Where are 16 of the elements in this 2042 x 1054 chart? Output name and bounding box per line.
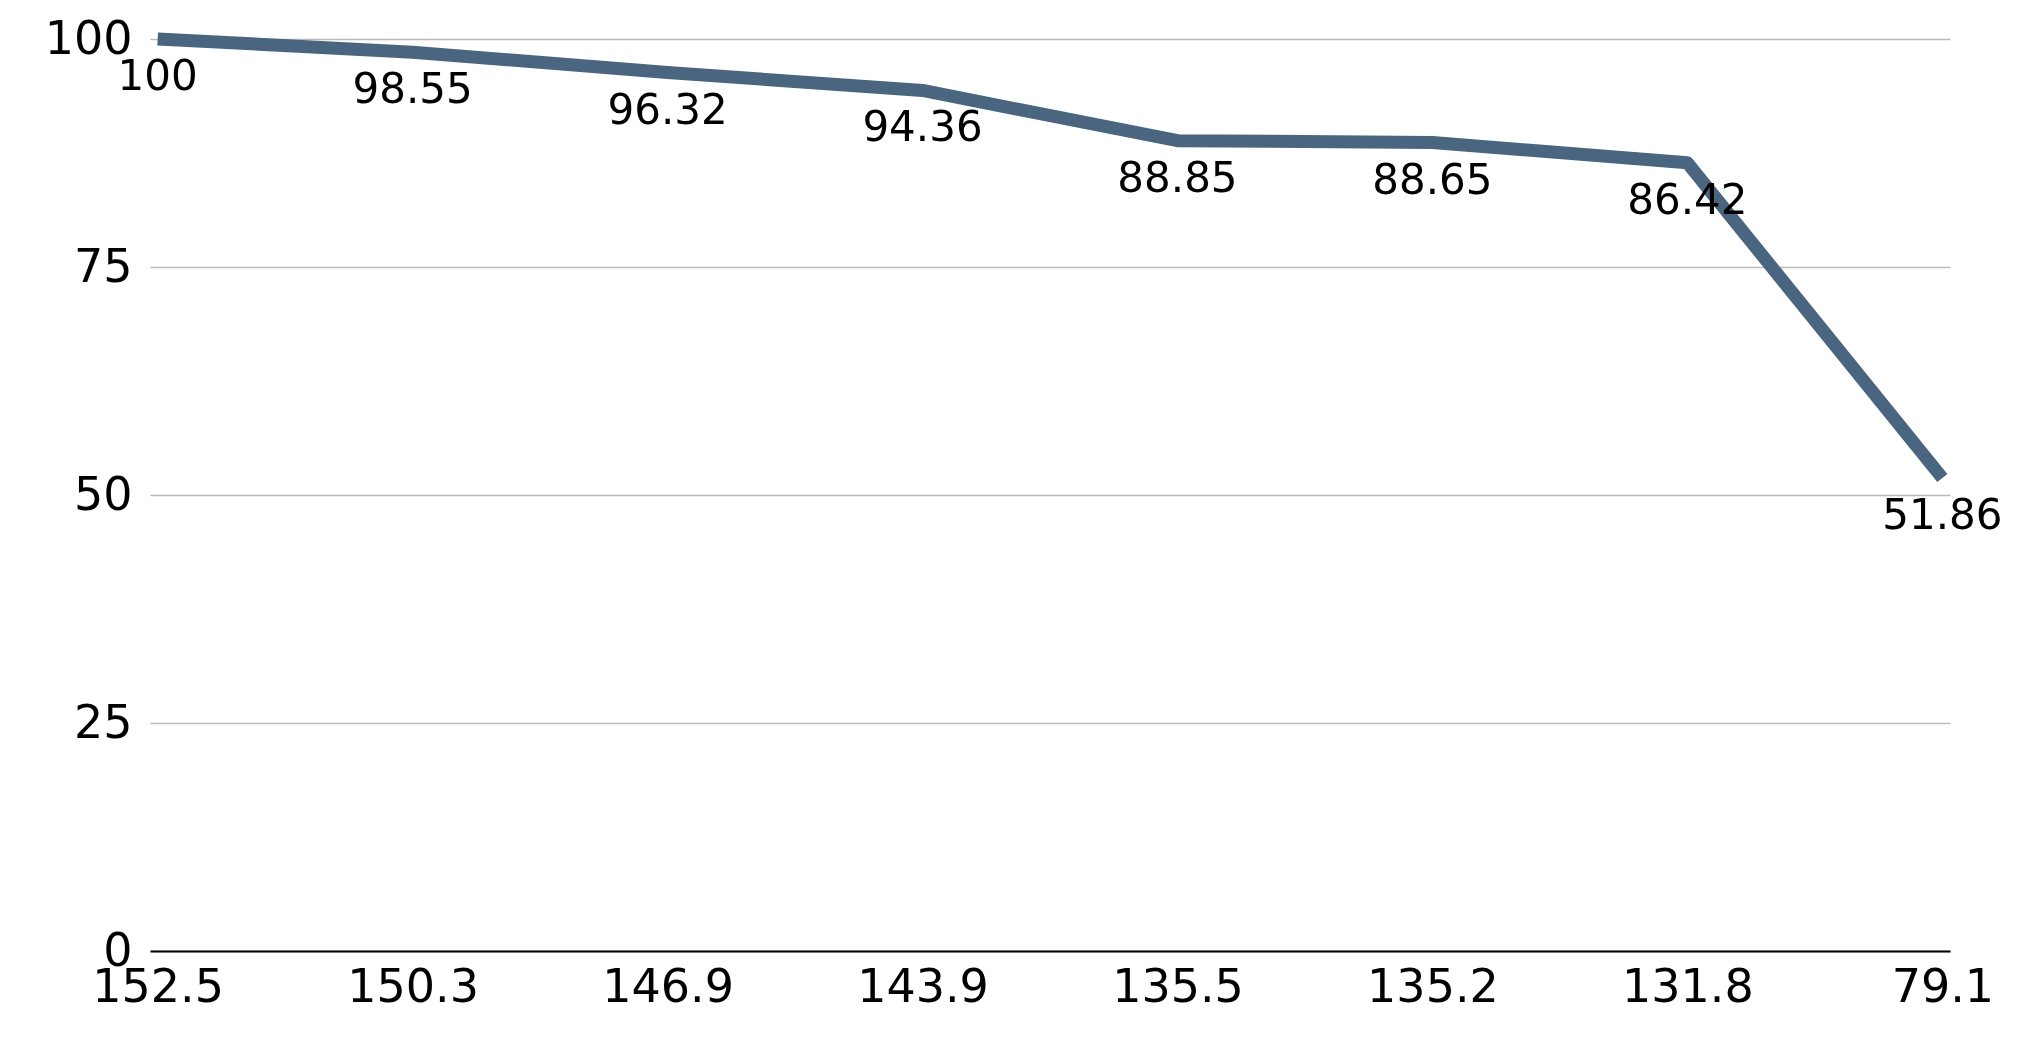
x-tick-label: 131.8 xyxy=(1622,958,1754,1013)
x-tick-label: 135.5 xyxy=(1112,958,1244,1013)
y-tick-label: 50 xyxy=(73,466,133,521)
y-tick-label: 75 xyxy=(73,238,133,293)
x-tick-label: 150.3 xyxy=(347,958,479,1013)
data-label: 94.36 xyxy=(862,102,983,152)
x-tick-label: 146.9 xyxy=(602,958,734,1013)
x-tick-label: 135.2 xyxy=(1367,958,1499,1013)
data-label: 51.86 xyxy=(1882,490,2003,540)
data-label: 98.55 xyxy=(352,64,473,114)
data-label: 96.32 xyxy=(607,84,728,134)
data-label: 88.85 xyxy=(1117,152,1238,202)
y-tick-label: 25 xyxy=(73,694,133,749)
data-label: 88.65 xyxy=(1372,154,1493,204)
x-tick-label: 79.1 xyxy=(1891,958,1995,1013)
x-tick-label: 143.9 xyxy=(857,958,989,1013)
